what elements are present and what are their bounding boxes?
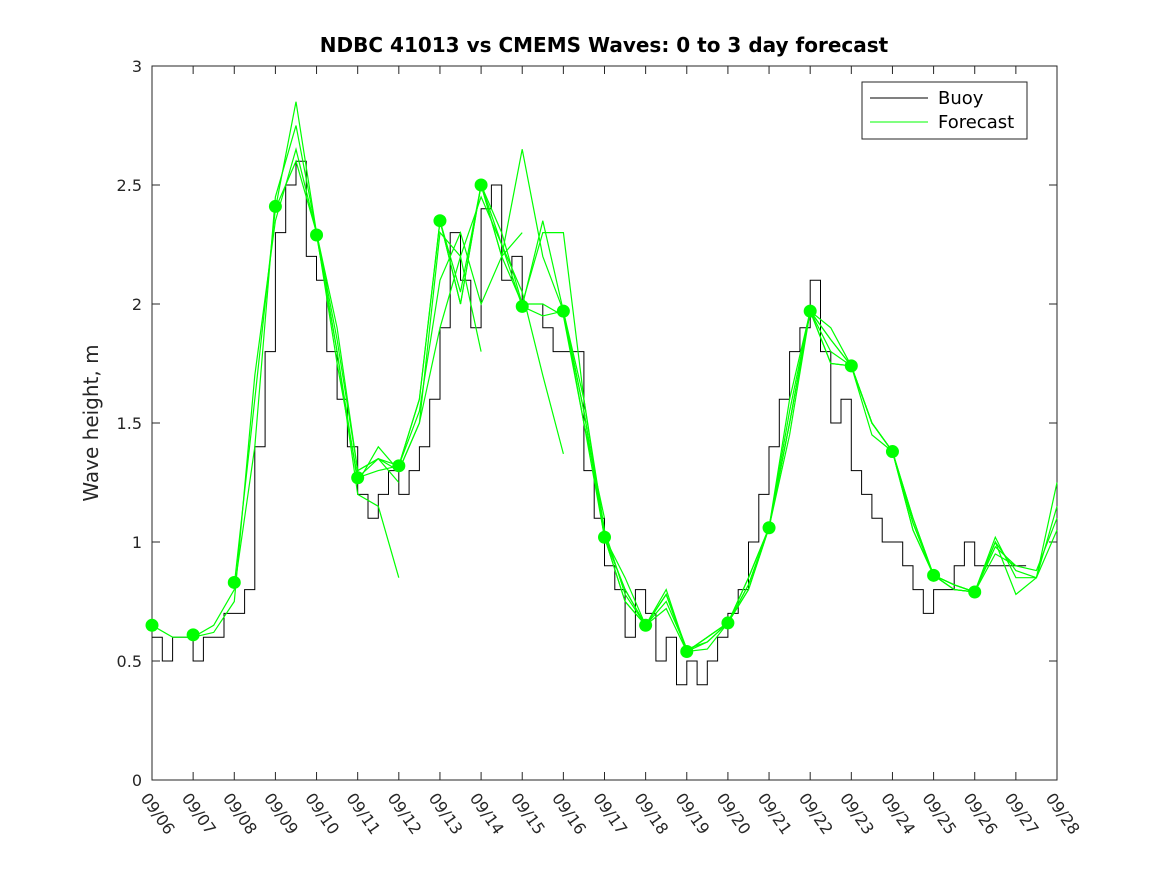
- forecast-start-marker: [186, 628, 200, 642]
- forecast-start-marker: [310, 228, 324, 242]
- forecast-start-marker: [968, 585, 982, 599]
- forecast-start-marker: [680, 644, 694, 658]
- forecast-start-marker: [927, 568, 941, 582]
- y-tick-label: 2: [132, 295, 142, 314]
- forecast-start-marker: [433, 214, 447, 228]
- forecast-start-marker: [474, 178, 488, 192]
- y-axis-label: Wave height, m: [79, 344, 103, 501]
- forecast-start-marker: [598, 530, 611, 544]
- legend: Buoy Forecast: [861, 81, 1028, 140]
- forecast-start-marker: [803, 304, 817, 318]
- forecast-series-line: [933, 517, 1058, 593]
- forecast-series-line: [192, 125, 400, 638]
- y-tick-label: 1: [132, 533, 142, 552]
- forecast-start-marker: [556, 304, 570, 318]
- legend-label-buoy: Buoy: [938, 88, 984, 109]
- forecast-start-marker: [885, 445, 899, 459]
- y-tick-label: 0.5: [117, 652, 142, 671]
- y-axis: 0 0.5 1 1.5 2 2.5 3: [117, 57, 1057, 790]
- forecast-start-marker: [227, 575, 241, 589]
- chart-title: NDBC 41013 vs CMEMS Waves: 0 to 3 day fo…: [320, 33, 889, 57]
- forecast-start-marker: [515, 299, 529, 313]
- forecast-start-marker: [844, 359, 858, 373]
- forecast-start-marker: [145, 618, 159, 632]
- plot-area: [151, 65, 1058, 781]
- forecast-start-marker: [721, 616, 735, 630]
- forecast-start-marker: [762, 521, 776, 535]
- forecast-start-marker: [268, 199, 282, 213]
- y-tick-label: 3: [132, 57, 142, 76]
- forecast-start-marker: [639, 618, 653, 632]
- legend-label-forecast: Forecast: [938, 112, 1014, 133]
- forecast-start-marker: [351, 471, 365, 485]
- forecast-start-marker: [392, 459, 406, 473]
- y-tick-label: 1.5: [117, 414, 142, 433]
- y-tick-label: 2.5: [117, 176, 142, 195]
- legend-box: [861, 81, 1028, 140]
- y-tick-label: 0: [132, 771, 142, 790]
- forecast-start-markers: [145, 178, 982, 658]
